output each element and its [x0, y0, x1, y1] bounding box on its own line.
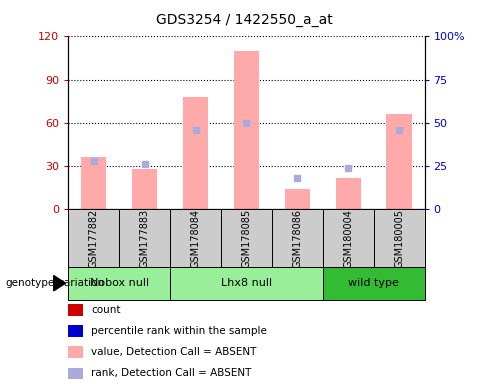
- Text: value, Detection Call = ABSENT: value, Detection Call = ABSENT: [91, 347, 257, 358]
- Text: GDS3254 / 1422550_a_at: GDS3254 / 1422550_a_at: [156, 13, 332, 27]
- Text: Nobox null: Nobox null: [90, 278, 149, 288]
- Bar: [68, 325, 82, 337]
- Bar: [285, 189, 310, 209]
- Text: GSM178084: GSM178084: [190, 209, 201, 268]
- Text: rank, Detection Call = ABSENT: rank, Detection Call = ABSENT: [91, 368, 252, 379]
- Bar: [374, 209, 425, 267]
- Text: percentile rank within the sample: percentile rank within the sample: [91, 326, 267, 336]
- Text: wild type: wild type: [348, 278, 399, 288]
- Text: GSM177883: GSM177883: [140, 209, 150, 268]
- Text: GSM180004: GSM180004: [343, 209, 353, 268]
- Bar: [386, 114, 412, 209]
- Bar: [183, 97, 208, 209]
- Bar: [68, 209, 119, 267]
- Bar: [68, 346, 82, 358]
- Bar: [170, 209, 221, 267]
- Text: GSM177882: GSM177882: [89, 209, 99, 268]
- Bar: [234, 51, 259, 209]
- Bar: [68, 304, 82, 316]
- Bar: [119, 209, 170, 267]
- Bar: [170, 267, 323, 300]
- Text: count: count: [91, 305, 121, 315]
- Text: Lhx8 null: Lhx8 null: [221, 278, 272, 288]
- Bar: [323, 209, 374, 267]
- Bar: [68, 267, 170, 300]
- Bar: [132, 169, 157, 209]
- Bar: [81, 157, 106, 209]
- Text: GSM178085: GSM178085: [242, 209, 251, 268]
- Text: GSM178086: GSM178086: [292, 209, 303, 268]
- Bar: [323, 267, 425, 300]
- Bar: [68, 367, 82, 379]
- Text: genotype/variation: genotype/variation: [5, 278, 104, 288]
- Bar: [336, 178, 361, 209]
- Bar: [221, 209, 272, 267]
- Text: GSM180005: GSM180005: [394, 209, 404, 268]
- Bar: [272, 209, 323, 267]
- Polygon shape: [54, 276, 65, 291]
